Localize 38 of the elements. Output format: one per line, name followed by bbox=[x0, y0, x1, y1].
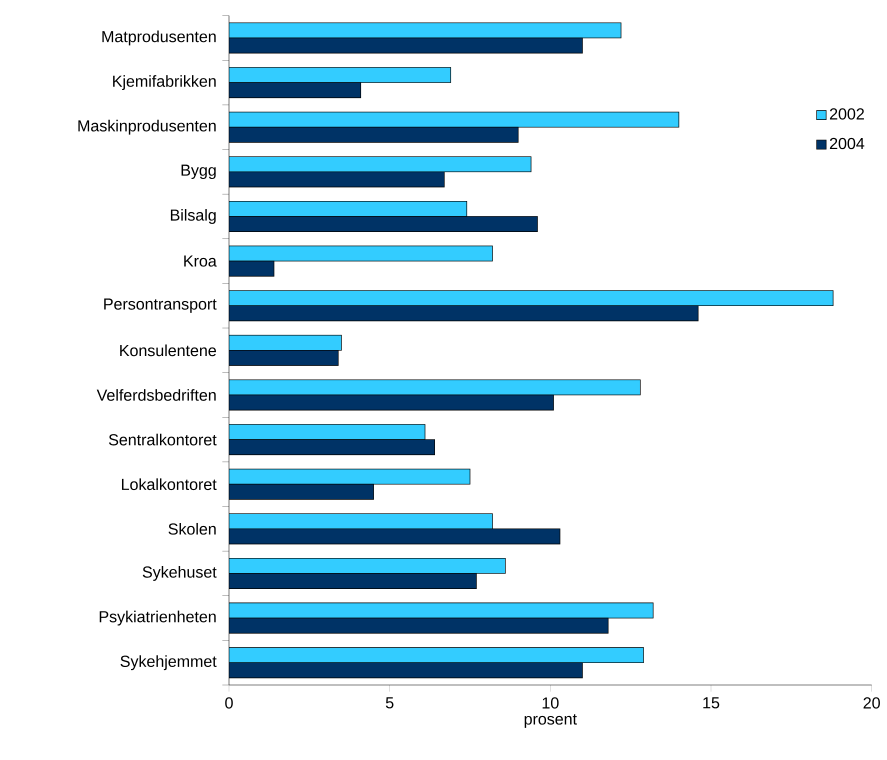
y-tick-label: Matprodusenten bbox=[102, 30, 216, 46]
bar bbox=[229, 379, 641, 396]
bar bbox=[229, 67, 452, 83]
bar bbox=[229, 290, 834, 306]
bar bbox=[229, 513, 493, 530]
bar bbox=[229, 424, 426, 440]
y-tick-label: Sentralkontoret bbox=[108, 434, 217, 446]
x-tick-label: 0 bbox=[225, 697, 233, 709]
bar bbox=[229, 558, 506, 574]
y-tick-label: Psykiatrienheten bbox=[100, 610, 216, 626]
bar bbox=[229, 246, 493, 262]
bar bbox=[229, 334, 342, 351]
bar bbox=[229, 112, 680, 128]
bar bbox=[229, 468, 470, 485]
y-tick-label: Bilsalg bbox=[170, 209, 216, 224]
bar bbox=[229, 156, 532, 172]
bar bbox=[229, 602, 654, 618]
x-tick-label: 15 bbox=[703, 697, 720, 708]
x-tick-label: 20 bbox=[864, 697, 880, 709]
y-tick-label: Lokalkontoret bbox=[122, 478, 217, 490]
bar bbox=[229, 22, 622, 38]
x-tick-label: 10 bbox=[542, 697, 559, 709]
y-tick-label: Kroa bbox=[184, 256, 217, 267]
y-tick-label: Persontransport bbox=[104, 298, 217, 313]
y-tick-label: Konsulentene bbox=[120, 344, 216, 356]
y-tick-label: Skolen bbox=[168, 522, 216, 535]
bar bbox=[229, 200, 468, 217]
legend-label: 2002 bbox=[830, 108, 864, 120]
x-axis-title: prosent bbox=[524, 714, 577, 728]
y-tick-label: Sykehuset bbox=[142, 566, 217, 581]
y-tick-label: Sykehjemmet bbox=[120, 655, 217, 670]
y-tick-label: Bygg bbox=[182, 164, 216, 180]
x-tick-label: 5 bbox=[386, 697, 394, 708]
y-tick-label: Velferdsbedriften bbox=[96, 389, 216, 401]
bar bbox=[229, 647, 644, 664]
y-tick-label: Maskinprodusenten bbox=[78, 120, 216, 135]
legend-label: 2004 bbox=[830, 138, 864, 150]
y-tick-label: Kjemifabrikken bbox=[113, 75, 216, 90]
